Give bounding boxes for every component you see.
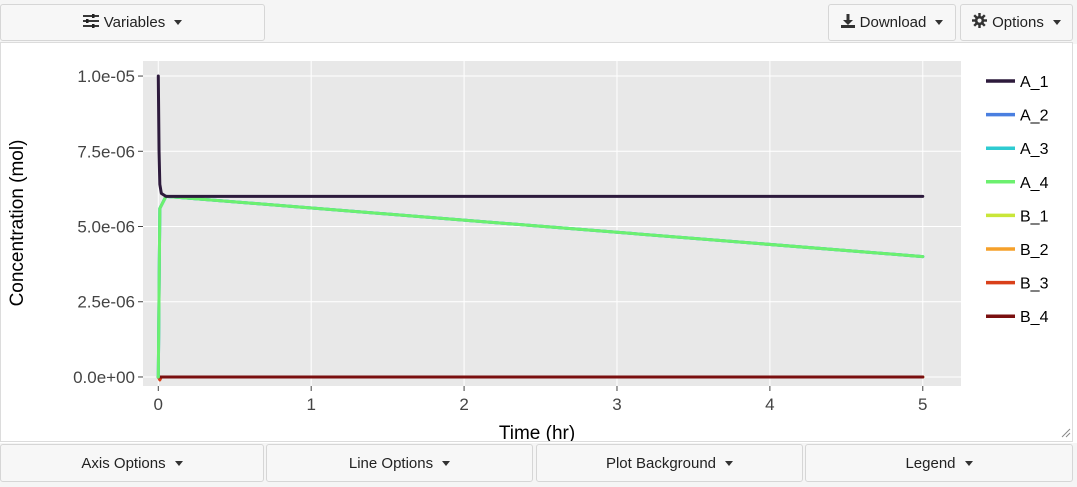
legend-label: A_2 [1020,108,1049,125]
chevron-down-icon [935,20,944,25]
chevron-down-icon [174,20,183,25]
x-tick-label: 2 [459,395,468,414]
download-button[interactable]: Download [828,4,956,41]
x-tick-label: 1 [306,395,315,414]
legend-label: B_4 [1020,309,1049,326]
x-tick-label: 4 [765,395,774,414]
chevron-down-icon [725,460,734,466]
options-label: Options [992,14,1044,31]
x-tick-label: 3 [612,395,621,414]
download-icon [840,13,855,32]
series-line-a-1 [156,74,925,198]
legend-item[interactable]: A_2 [986,108,1049,125]
series-lines [156,74,925,382]
legend-label: B_3 [1020,276,1049,293]
x-axis-ticks: 0 1 2 3 4 5 [154,386,928,414]
x-tick-label: 5 [918,395,927,414]
chevron-down-icon [1052,20,1061,25]
x-tick-label: 0 [154,395,163,414]
legend-item[interactable]: B_4 [986,309,1049,326]
legend-button[interactable]: Legend [805,444,1073,482]
download-label: Download [859,14,927,31]
y-tick-label: 0.0e+00 [73,368,135,387]
y-tick-label: 1.0e-05 [77,67,135,86]
y-tick-label: 5.0e-06 [77,218,135,237]
legend: A_1 A_2 A_3 A_4 B_1 B_2 B_3 B_4 [986,74,1049,326]
legend-item[interactable]: B_2 [986,242,1049,259]
plot-background-label: Plot Background [605,454,717,472]
legend-label: B_1 [1020,208,1049,225]
series-line-a-4 [156,194,925,379]
chevron-down-icon [964,460,973,466]
resize-handle-icon[interactable] [1061,428,1071,438]
variables-button[interactable]: Variables [0,4,265,41]
line-chart: 0 1 2 3 4 5 0.0e+00 2.5e-06 5.0e-06 7.5e-06 1.0e-… [7,61,1071,441]
legend-item[interactable]: B_1 [986,208,1049,225]
plot-background-button[interactable]: Plot Background [536,444,803,482]
y-axis-label: Concentration (mol) [7,140,28,307]
plot-background [143,61,961,386]
axis-options-button[interactable]: Axis Options [0,444,264,482]
legend-item[interactable]: A_4 [986,175,1049,192]
y-tick-label: 7.5e-06 [77,142,135,161]
top-toolbar: Variables Download [0,0,1077,44]
chart-panel: 0 1 2 3 4 5 0.0e+00 2.5e-06 5.0e-06 7.5e-06 1.0e-… [0,42,1073,442]
axis-options-label: Axis Options [81,454,166,472]
grid-lines [143,61,961,386]
legend-label: A_4 [1020,175,1049,192]
line-options-button[interactable]: Line Options [266,444,533,482]
options-button[interactable]: Options [960,4,1073,41]
sliders-icon [82,13,99,32]
legend-label: A_3 [1020,141,1049,158]
legend-label: Legend [905,454,956,472]
variables-label: Variables [103,14,166,31]
legend-label: A_1 [1020,74,1049,91]
gear-icon [972,13,988,32]
y-axis-ticks: 0.0e+00 2.5e-06 5.0e-06 7.5e-06 1.0e-05 [73,67,143,387]
legend-item[interactable]: B_3 [986,276,1049,293]
legend-item[interactable]: A_1 [986,74,1049,91]
legend-item[interactable]: A_3 [986,141,1049,158]
x-axis-label: Time (hr) [499,423,575,441]
line-options-label: Line Options [348,454,434,472]
chevron-down-icon [174,460,183,466]
bottom-toolbar: Axis Options Line Options Plot Backgroun… [0,443,1077,487]
legend-label: B_2 [1020,242,1049,259]
chevron-down-icon [442,460,451,466]
y-tick-label: 2.5e-06 [77,293,135,312]
